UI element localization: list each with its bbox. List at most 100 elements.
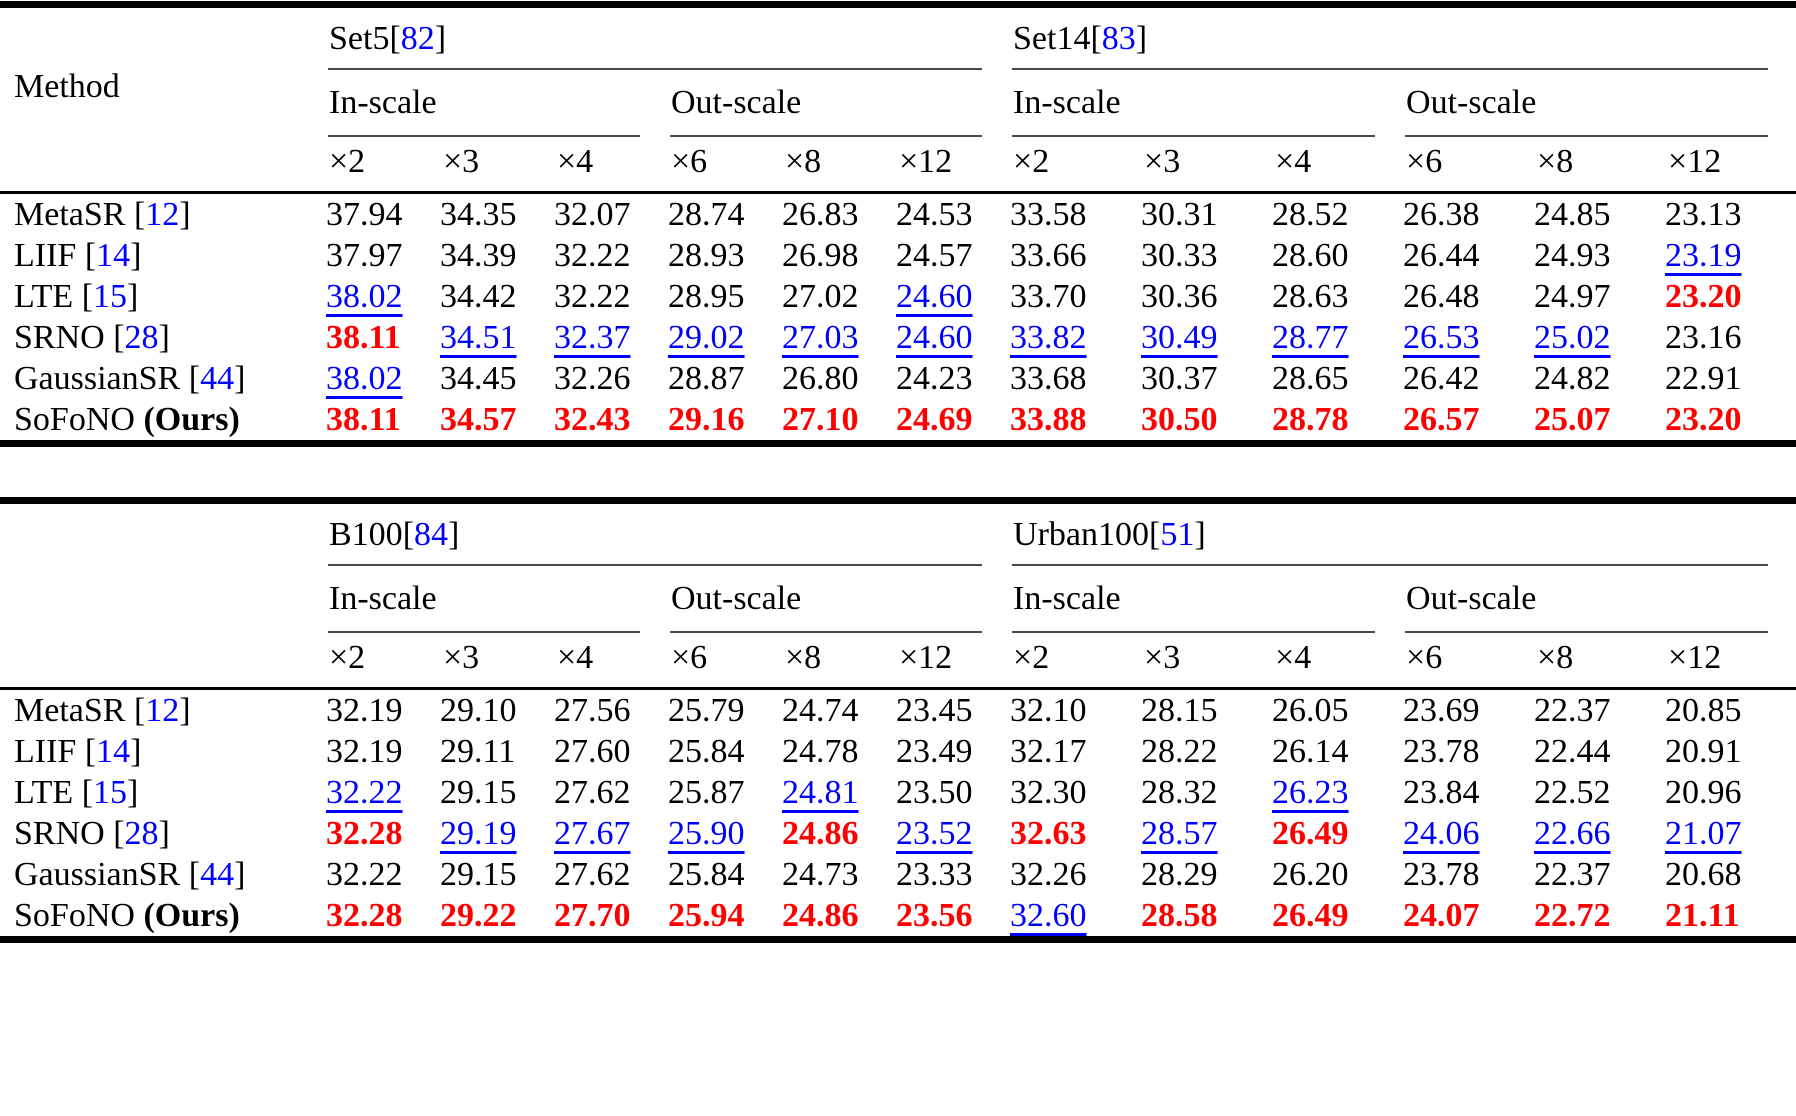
psnr-text: 28.63 <box>1272 278 1349 315</box>
method-name: LIIF <box>14 733 77 770</box>
scale-label: ×3 <box>1144 639 1181 676</box>
cmidrule-line <box>670 135 983 137</box>
scale-label: ×6 <box>671 143 708 180</box>
citation-ref[interactable]: 14 <box>96 733 131 770</box>
scale-header-x2: ×2 <box>326 142 440 193</box>
psnr-text: 32.22 <box>326 774 403 811</box>
psnr-text: 28.60 <box>1272 237 1349 274</box>
bracket-close: ] <box>1194 516 1206 553</box>
scale-label: ×4 <box>1275 143 1312 180</box>
citation-ref[interactable]: 28 <box>124 815 159 852</box>
psnr-text: 33.58 <box>1010 196 1087 233</box>
psnr-text: 26.57 <box>1403 401 1480 438</box>
psnr-text: 33.70 <box>1010 278 1087 315</box>
rule-cell <box>668 135 1010 142</box>
psnr-text: 25.07 <box>1534 401 1611 438</box>
scale-header-x4: ×4 <box>1272 638 1403 689</box>
citation-ref[interactable]: 15 <box>93 774 128 811</box>
psnr-value: 29.11 <box>440 731 554 772</box>
psnr-value: 26.83 <box>782 193 896 236</box>
psnr-text: 23.56 <box>896 897 973 934</box>
psnr-text: 25.84 <box>668 856 745 893</box>
psnr-text: 29.19 <box>440 815 517 852</box>
psnr-text: 30.33 <box>1141 237 1218 274</box>
psnr-value: 24.74 <box>782 689 896 732</box>
psnr-value: 27.62 <box>554 772 668 813</box>
scale-label: ×3 <box>443 143 480 180</box>
psnr-text: 25.94 <box>668 897 745 934</box>
psnr-value: 21.07 <box>1665 813 1796 854</box>
psnr-text: 33.82 <box>1010 319 1087 356</box>
psnr-text: 28.87 <box>668 360 745 397</box>
psnr-value: 32.63 <box>1010 813 1141 854</box>
header-row-scales: ×2 ×3 ×4 ×6 ×8 ×12 ×2 ×3 ×4 ×6 ×8 ×12 <box>0 142 1796 193</box>
bracket-close: ] <box>1135 20 1148 57</box>
scale-header-x12: ×12 <box>1665 638 1796 689</box>
table-row: LIIF [14] 37.97 34.39 32.22 28.93 26.98 24.57 3… <box>0 235 1796 276</box>
benchmark-table-bottom: B100[84] Urban100[51] In-scale Out-scale In-… <box>0 497 1796 943</box>
psnr-value: 21.11 <box>1665 895 1796 940</box>
method-liif: LIIF [14] <box>0 731 326 772</box>
subheader-out-scale: Out-scale <box>1403 571 1796 631</box>
header-row-scalegroups: In-scale Out-scale In-scale Out-scale <box>0 571 1796 631</box>
citation-ref[interactable]: 15 <box>93 278 128 315</box>
psnr-text: 30.37 <box>1141 360 1218 397</box>
psnr-text: 28.77 <box>1272 319 1349 356</box>
header-row-datasets: B100[84] Urban100[51] <box>0 501 1796 565</box>
dataset-header-b100: B100[84] <box>326 501 1010 565</box>
psnr-text: 37.97 <box>326 237 403 274</box>
psnr-value: 28.63 <box>1272 276 1403 317</box>
psnr-text: 22.37 <box>1534 692 1611 729</box>
psnr-value: 38.02 <box>326 358 440 399</box>
bracket-open: [ <box>389 20 401 57</box>
psnr-value: 23.69 <box>1403 689 1534 732</box>
subheader-in-scale: In-scale <box>326 75 668 135</box>
citation-ref[interactable]: 28 <box>124 319 159 356</box>
citation-ref[interactable]: 83 <box>1101 20 1136 57</box>
psnr-value: 32.26 <box>1010 854 1141 895</box>
method-name: LTE <box>14 774 74 811</box>
citation-ref[interactable]: 12 <box>145 692 180 729</box>
psnr-text: 32.17 <box>1010 733 1087 770</box>
table-row: GaussianSR [44] 38.02 34.45 32.26 28.87 26.80… <box>0 358 1796 399</box>
table-row: LIIF [14] 32.19 29.11 27.60 25.84 24.78 23.49 3… <box>0 731 1796 772</box>
cmidrule-line <box>1012 68 1769 70</box>
bracket-open: [ <box>133 692 146 729</box>
psnr-text: 32.28 <box>326 897 403 934</box>
citation-ref[interactable]: 82 <box>400 20 435 57</box>
citation-ref[interactable]: 14 <box>96 237 131 274</box>
header-row-datasets: Method Set5[82] Set14[83] <box>0 5 1796 105</box>
psnr-value: 32.30 <box>1010 772 1141 813</box>
citation-ref[interactable]: 12 <box>145 196 180 233</box>
citation-ref[interactable]: 51 <box>1160 516 1195 553</box>
citation-ref[interactable]: 84 <box>414 516 449 553</box>
table-row: MetaSR [12] 37.94 34.35 32.07 28.74 26.83 24.5… <box>0 193 1796 236</box>
psnr-value: 38.11 <box>326 399 440 444</box>
subheader-label: In-scale <box>329 580 437 617</box>
psnr-text: 33.88 <box>1010 401 1087 438</box>
table-row: SRNO [28] 38.11 34.51 32.37 29.02 27.03 24.60 3… <box>0 317 1796 358</box>
citation-ref[interactable]: 44 <box>200 856 235 893</box>
table-gap <box>0 447 1796 497</box>
method-name: SoFoNO <box>14 897 135 934</box>
psnr-text: 28.95 <box>668 278 745 315</box>
citation-ref[interactable]: 44 <box>200 360 235 397</box>
psnr-text: 32.26 <box>1010 856 1087 893</box>
psnr-value: 26.98 <box>782 235 896 276</box>
psnr-text: 30.50 <box>1141 401 1218 438</box>
psnr-value: 34.35 <box>440 193 554 236</box>
psnr-value: 24.85 <box>1534 193 1665 236</box>
method-header-label: Method <box>14 67 120 105</box>
bracket-open: [ <box>188 360 201 397</box>
psnr-text: 25.87 <box>668 774 745 811</box>
psnr-value: 22.37 <box>1534 689 1665 732</box>
bracket-open: [ <box>1149 516 1161 553</box>
subheader-out-scale: Out-scale <box>668 75 1010 135</box>
bracket-open: [ <box>84 237 97 274</box>
psnr-value: 26.20 <box>1272 854 1403 895</box>
dataset-name: Set14 <box>1013 20 1091 57</box>
psnr-text: 20.96 <box>1665 774 1742 811</box>
psnr-text: 27.67 <box>554 815 631 852</box>
psnr-value: 24.69 <box>896 399 1010 444</box>
psnr-value: 32.28 <box>326 813 440 854</box>
